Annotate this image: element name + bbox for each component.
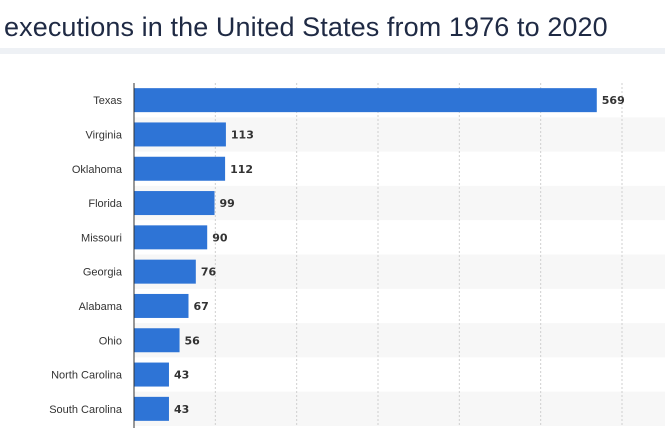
bar-north-carolina[interactable] xyxy=(134,362,169,387)
category-label: Virginia xyxy=(86,129,123,141)
bar-florida[interactable] xyxy=(134,191,215,216)
category-label: Alabama xyxy=(79,301,123,313)
category-label: Ohio xyxy=(99,335,122,347)
category-label: North Carolina xyxy=(51,370,123,382)
row-stripe xyxy=(134,185,665,221)
gridlines xyxy=(214,83,623,426)
row-stripe xyxy=(134,254,665,289)
bar-oklahoma[interactable] xyxy=(134,156,226,181)
value-labels: 569 113 112 99 90 76 67 56 43 43 xyxy=(174,94,625,416)
value-label: 112 xyxy=(230,163,253,176)
value-label: 56 xyxy=(185,334,201,347)
value-label: 67 xyxy=(193,300,208,313)
bar-texas[interactable] xyxy=(134,88,597,113)
value-label: 43 xyxy=(174,403,189,416)
value-label: 76 xyxy=(201,266,217,279)
category-label: South Carolina xyxy=(49,404,123,416)
bar-missouri[interactable] xyxy=(134,225,208,250)
row-stripe xyxy=(134,323,665,358)
value-label: 113 xyxy=(231,128,254,141)
chart-title: executions in the United States from 197… xyxy=(4,12,608,42)
category-label: Georgia xyxy=(83,267,123,279)
title-divider xyxy=(0,48,665,54)
category-label: Texas xyxy=(93,95,122,107)
category-label: Oklahoma xyxy=(72,164,123,176)
row-stripes xyxy=(134,117,665,426)
bars xyxy=(134,88,597,421)
value-label: 43 xyxy=(174,369,189,382)
bar-georgia[interactable] xyxy=(134,259,196,284)
value-label: 90 xyxy=(212,231,228,244)
category-label: Florida xyxy=(88,198,123,210)
value-label: 99 xyxy=(220,197,235,210)
bar-virginia[interactable] xyxy=(134,122,226,147)
value-label: 569 xyxy=(602,94,625,107)
row-stripe xyxy=(134,391,665,426)
bar-alabama[interactable] xyxy=(134,293,189,318)
category-label: Missouri xyxy=(81,232,122,244)
category-labels: Texas Virginia Oklahoma Florida Missouri Geor… xyxy=(49,95,123,416)
bar-south-carolina[interactable] xyxy=(134,396,169,421)
bar-ohio[interactable] xyxy=(134,328,180,353)
